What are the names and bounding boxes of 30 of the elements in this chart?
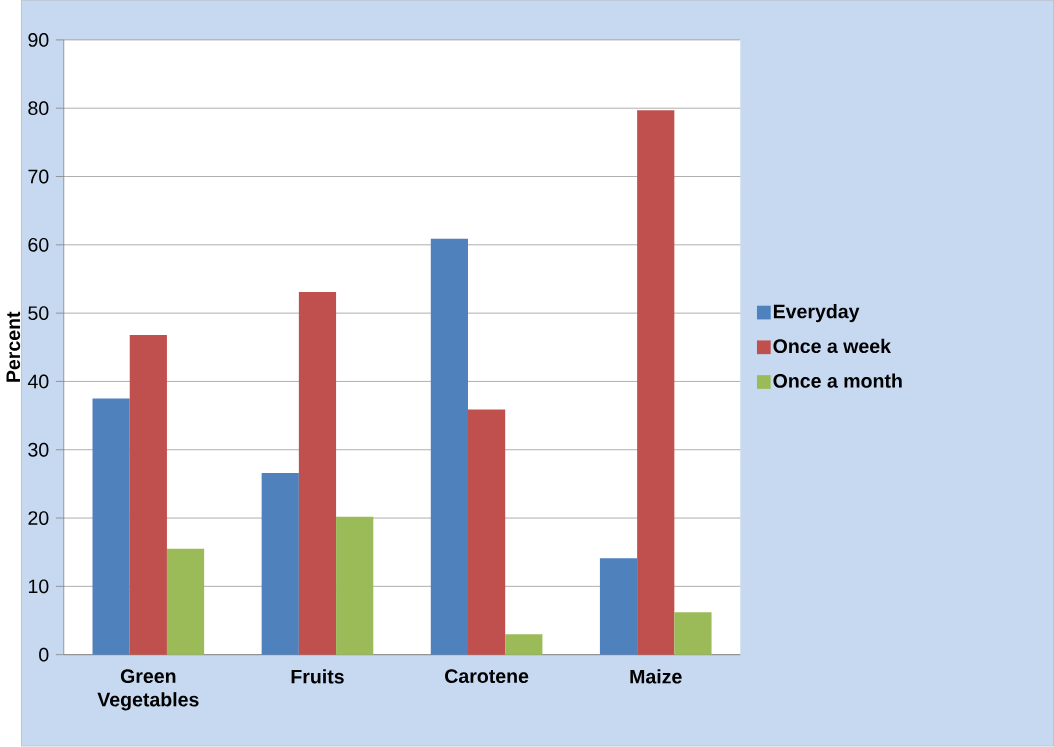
y-tick-label: 20: [28, 511, 49, 526]
legend-label: Once a week: [773, 338, 892, 354]
x-tick-label: Carotene: [445, 669, 529, 684]
y-tick-label: 90: [28, 33, 49, 48]
bar: [637, 110, 675, 655]
x-tick-label: Green Vegetables: [97, 669, 199, 711]
bar: [430, 238, 468, 655]
y-tick-label: 40: [27, 374, 49, 389]
bar: [674, 612, 712, 655]
y-tick-label: 0: [39, 647, 49, 662]
x-tick-label: Maize: [630, 669, 682, 684]
bar: [599, 558, 638, 655]
y-axis-title: Percent: [6, 311, 21, 383]
y-tick-label: 30: [28, 443, 49, 457]
bar: [298, 292, 337, 655]
y-tick-label: 10: [28, 579, 49, 594]
bar: [336, 516, 374, 655]
legend-label: Once a month: [773, 373, 902, 389]
y-tick-label: 80: [28, 101, 49, 116]
y-tick-label: 70: [28, 169, 49, 184]
bar: [166, 549, 205, 655]
x-tick-label: Fruits: [291, 669, 344, 684]
bar: [92, 398, 130, 655]
bar: [129, 335, 167, 655]
bar: [261, 473, 299, 655]
legend-label: Everyday: [773, 304, 860, 323]
y-tick-label: 60: [28, 238, 49, 252]
bar: [468, 409, 506, 655]
y-tick-label: 50: [28, 306, 49, 321]
bar: [505, 634, 543, 655]
